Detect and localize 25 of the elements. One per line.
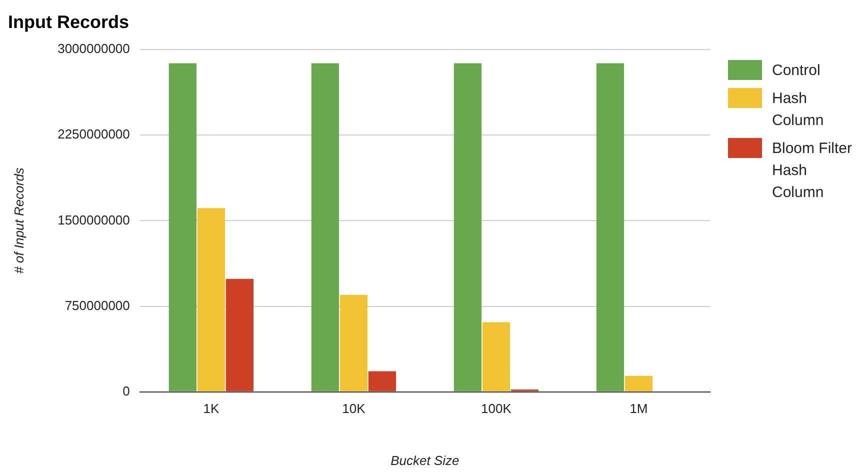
x-tick-label: 1M (630, 401, 648, 416)
bar (197, 208, 225, 392)
bar (368, 371, 396, 392)
y-tick-label: 3000000000 (58, 41, 130, 56)
x-axis-title: Bucket Size (390, 452, 460, 468)
y-tick-label: 2250000000 (58, 126, 130, 142)
x-tick-label: 1K (203, 401, 220, 416)
bar (454, 63, 482, 392)
x-tick-label: 10K (342, 401, 366, 416)
y-tick-label: 0 (122, 383, 130, 398)
legend-label: Control (772, 61, 822, 81)
legend-label: Bloom Filter Hash Column (772, 139, 854, 203)
y-tick-label: 750000000 (64, 298, 130, 313)
bar (340, 294, 368, 392)
x-tick-label: 100K (481, 401, 512, 416)
bar (624, 376, 653, 392)
legend-label: Hash Column (772, 89, 825, 131)
bar (596, 63, 624, 392)
bar (482, 322, 510, 392)
y-tick-label: 1500000000 (58, 212, 130, 228)
bar (226, 278, 254, 392)
chart-title: Input Records (8, 12, 130, 32)
y-axis-title: # of Input Records (11, 167, 26, 274)
bar (311, 63, 340, 392)
bar (168, 63, 196, 392)
